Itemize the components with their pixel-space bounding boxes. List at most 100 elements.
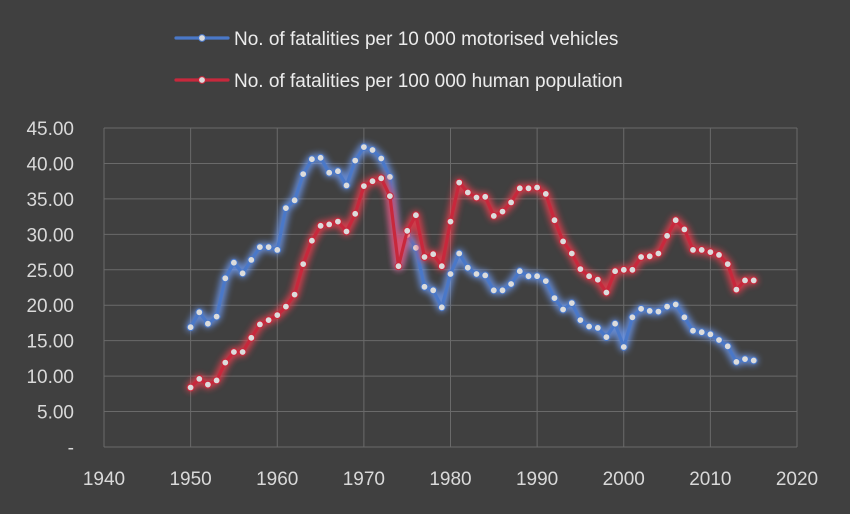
y-tick-label: 15.00 bbox=[26, 332, 74, 353]
data-point bbox=[230, 348, 238, 356]
x-tick-label: 1960 bbox=[256, 469, 298, 490]
data-point bbox=[264, 316, 273, 325]
y-axis-tick-labels: - 5.00 10.00 15.00 20.00 25.00 30.00 35.00 40.00… bbox=[26, 119, 74, 459]
legend-label: No. of fatalities per 10 000 motorised v… bbox=[234, 29, 618, 50]
data-point bbox=[541, 190, 550, 198]
data-point bbox=[619, 265, 628, 274]
data-point bbox=[238, 348, 247, 356]
y-tick-label: 30.00 bbox=[26, 225, 74, 246]
data-point bbox=[533, 183, 541, 192]
data-point bbox=[723, 260, 732, 269]
data-point bbox=[472, 193, 481, 202]
data-point bbox=[611, 267, 619, 276]
data-point bbox=[351, 209, 360, 218]
data-point bbox=[498, 286, 507, 295]
legend: No. of fatalities per 10 000 motorised v… bbox=[171, 29, 623, 92]
series-glow bbox=[186, 142, 759, 367]
data-point bbox=[273, 311, 282, 320]
data-point bbox=[559, 305, 567, 314]
data-point bbox=[463, 188, 472, 197]
data-point bbox=[420, 282, 429, 291]
data-point bbox=[429, 286, 438, 295]
data-point bbox=[732, 358, 741, 366]
data-point bbox=[360, 182, 368, 191]
legend-entry-2: No. of fatalities per 100 000 human popu… bbox=[171, 71, 623, 92]
x-tick-label: 1950 bbox=[169, 469, 211, 490]
data-point bbox=[567, 299, 576, 308]
data-point bbox=[282, 204, 290, 213]
data-point bbox=[273, 246, 282, 254]
data-point bbox=[645, 307, 654, 315]
data-point bbox=[671, 216, 680, 225]
data-point bbox=[663, 231, 671, 240]
y-tick-label: 5.00 bbox=[37, 403, 74, 424]
data-point bbox=[481, 271, 490, 280]
x-tick-label: 1980 bbox=[429, 469, 471, 490]
data-point bbox=[360, 143, 368, 152]
data-point bbox=[290, 290, 299, 299]
data-point bbox=[515, 184, 524, 193]
y-tick-label: 45.00 bbox=[26, 119, 74, 140]
plot-series bbox=[186, 142, 759, 392]
data-point bbox=[749, 356, 758, 365]
data-point bbox=[446, 270, 455, 278]
data-point bbox=[334, 167, 342, 176]
data-point bbox=[316, 221, 325, 230]
data-point bbox=[628, 313, 637, 322]
data-point bbox=[611, 319, 619, 328]
data-point bbox=[282, 302, 290, 311]
data-point bbox=[524, 272, 533, 281]
data-point bbox=[247, 333, 256, 342]
x-axis-tick-labels: 1940 1950 1960 1970 1980 1990 2000 2010 2020 bbox=[83, 469, 818, 490]
data-point bbox=[455, 249, 464, 258]
data-point bbox=[256, 243, 264, 252]
data-point bbox=[697, 328, 706, 337]
data-point bbox=[680, 313, 689, 322]
data-point bbox=[637, 253, 645, 261]
data-point bbox=[230, 258, 238, 267]
data-point bbox=[741, 276, 749, 285]
data-point bbox=[455, 178, 464, 187]
data-point bbox=[498, 207, 507, 216]
data-point bbox=[715, 251, 723, 259]
data-point bbox=[559, 237, 567, 246]
data-point bbox=[645, 252, 654, 261]
data-point bbox=[247, 256, 256, 264]
data-point bbox=[204, 380, 212, 389]
data-point bbox=[437, 303, 446, 312]
data-point bbox=[437, 262, 446, 271]
data-point bbox=[204, 319, 212, 328]
data-point bbox=[463, 263, 472, 272]
data-point bbox=[377, 174, 386, 183]
data-point bbox=[446, 217, 455, 226]
y-tick-label: 35.00 bbox=[26, 190, 74, 211]
data-point bbox=[420, 253, 429, 261]
data-point bbox=[654, 307, 663, 316]
data-point bbox=[342, 227, 351, 236]
data-point bbox=[567, 249, 576, 258]
data-point bbox=[351, 156, 360, 165]
data-point bbox=[472, 270, 481, 278]
data-point bbox=[221, 274, 230, 283]
data-point bbox=[576, 316, 585, 325]
data-point bbox=[325, 168, 334, 177]
x-tick-label: 2010 bbox=[689, 469, 731, 490]
y-tick-label: 25.00 bbox=[26, 261, 74, 282]
data-point bbox=[403, 226, 412, 235]
data-point bbox=[394, 262, 403, 271]
data-point bbox=[715, 336, 723, 344]
data-point bbox=[429, 250, 438, 259]
data-point bbox=[386, 192, 394, 201]
data-point bbox=[689, 326, 697, 335]
data-point bbox=[619, 343, 628, 351]
legend-label: No. of fatalities per 100 000 human popu… bbox=[234, 71, 623, 92]
data-point bbox=[195, 375, 204, 383]
data-point bbox=[637, 304, 645, 313]
data-point bbox=[368, 177, 377, 186]
data-point bbox=[212, 376, 221, 385]
data-point bbox=[689, 246, 697, 254]
data-point bbox=[593, 275, 602, 284]
data-point bbox=[489, 286, 498, 295]
data-point bbox=[602, 333, 611, 342]
data-point bbox=[221, 358, 230, 367]
